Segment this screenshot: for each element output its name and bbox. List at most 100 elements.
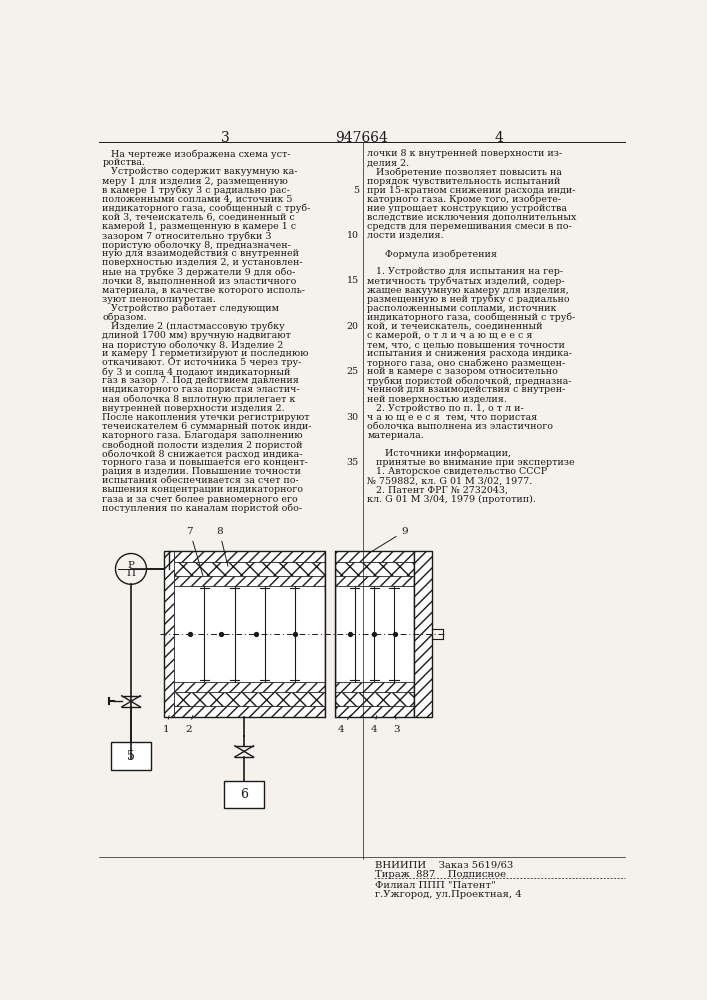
Text: меру 1 для изделия 2, размещенную: меру 1 для изделия 2, размещенную: [103, 177, 288, 186]
Text: трубки пористой оболочкой, предназна-: трубки пористой оболочкой, предназна-: [368, 376, 572, 386]
Text: бу 3 и сопла 4 подают индикаторный: бу 3 и сопла 4 подают индикаторный: [103, 367, 291, 377]
Bar: [414, 551, 432, 717]
Text: индикаторного газа, сообщенный с труб-: индикаторного газа, сообщенный с труб-: [103, 204, 310, 213]
Text: 30: 30: [346, 413, 359, 422]
Bar: [163, 706, 325, 717]
Text: кой, и течеискатель, соединенный: кой, и течеискатель, соединенный: [368, 322, 543, 331]
Bar: [335, 706, 414, 717]
Text: в камере 1 трубку 3 с радиально рас-: в камере 1 трубку 3 с радиально рас-: [103, 186, 291, 195]
Text: течеискателем 6 суммарный поток инди-: течеискателем 6 суммарный поток инди-: [103, 422, 312, 431]
Bar: [163, 551, 325, 717]
Text: ной в камере с зазором относительно: ной в камере с зазором относительно: [368, 367, 559, 376]
Bar: [224, 781, 264, 808]
Text: откачивают. От источника 5 через тру-: откачивают. От источника 5 через тру-: [103, 358, 302, 367]
Text: оболочка выполнена из эластичного: оболочка выполнена из эластичного: [368, 422, 554, 431]
Text: внутренней поверхности изделия 2.: внутренней поверхности изделия 2.: [103, 404, 285, 413]
Text: размещенную в ней трубку с радиально: размещенную в ней трубку с радиально: [368, 295, 570, 304]
Text: вышения концентрации индикаторного: вышения концентрации индикаторного: [103, 485, 303, 494]
Text: 4: 4: [370, 716, 377, 734]
Text: кл. G 01 М 3/04, 1979 (прототип).: кл. G 01 М 3/04, 1979 (прототип).: [368, 495, 536, 504]
Bar: [175, 692, 325, 706]
Text: 7: 7: [187, 527, 203, 576]
Text: принятые во внимание при экспертизе: принятые во внимание при экспертизе: [368, 458, 575, 467]
Bar: [175, 576, 325, 586]
Text: ченной для взаимодействия с внутрен-: ченной для взаимодействия с внутрен-: [368, 385, 566, 394]
Text: газа и за счет более равномерного его: газа и за счет более равномерного его: [103, 495, 298, 504]
Text: поступления по каналам пористой обо-: поступления по каналам пористой обо-: [103, 504, 303, 513]
Text: 3: 3: [394, 716, 400, 734]
Text: 20: 20: [347, 322, 359, 331]
Bar: [175, 562, 325, 576]
Text: 10: 10: [347, 231, 359, 240]
Text: метичность трубчатых изделий, содер-: метичность трубчатых изделий, содер-: [368, 276, 565, 286]
Text: Источники информации,: Источники информации,: [368, 449, 511, 458]
Text: материала, в качестве которого исполь-: материала, в качестве которого исполь-: [103, 286, 305, 295]
Text: зазором 7 относительно трубки 3: зазором 7 относительно трубки 3: [103, 231, 271, 241]
Text: Изобретение позволяет повысить на: Изобретение позволяет повысить на: [368, 167, 562, 177]
Text: 1. Устройство для испытания на гер-: 1. Устройство для испытания на гер-: [368, 267, 563, 276]
Text: положенными соплами 4, источник 5: положенными соплами 4, источник 5: [103, 195, 293, 204]
Text: пористую оболочку 8, предназначен-: пористую оболочку 8, предназначен-: [103, 240, 291, 250]
Text: 15: 15: [346, 276, 359, 285]
Text: вследствие исключения дополнительных: вследствие исключения дополнительных: [368, 213, 577, 222]
Text: рация в изделии. Повышение точности: рация в изделии. Повышение точности: [103, 467, 301, 476]
Text: 35: 35: [346, 458, 359, 467]
Text: № 759882, кл. G 01 М 3/02, 1977.: № 759882, кл. G 01 М 3/02, 1977.: [368, 476, 532, 485]
Text: 8: 8: [216, 527, 228, 566]
Text: камерой 1, размещенную в камере 1 с: камерой 1, размещенную в камере 1 с: [103, 222, 296, 231]
Text: 1. Авторское свидетельство СССР: 1. Авторское свидетельство СССР: [368, 467, 547, 476]
Text: зуют пенополиуретан.: зуют пенополиуретан.: [103, 295, 216, 304]
Text: Устройство работает следующим: Устройство работает следующим: [103, 304, 279, 313]
Text: каторного газа. Кроме того, изобрете-: каторного газа. Кроме того, изобрете-: [368, 195, 561, 204]
Bar: [163, 551, 175, 717]
Text: 2: 2: [185, 716, 193, 734]
Bar: [175, 682, 325, 692]
Text: на пористую оболочку 8. Изделие 2: на пористую оболочку 8. Изделие 2: [103, 340, 284, 350]
Text: 4: 4: [338, 715, 351, 734]
Text: ние упрощает конструкцию устройства: ние упрощает конструкцию устройства: [368, 204, 568, 213]
Text: 4: 4: [495, 131, 503, 145]
Text: материала.: материала.: [368, 431, 424, 440]
Text: ройства.: ройства.: [103, 158, 145, 167]
Text: делия 2.: делия 2.: [368, 158, 409, 167]
Text: ВНИИПИ    Заказ 5619/63: ВНИИПИ Заказ 5619/63: [375, 861, 513, 870]
Text: Формула изобретения: Формула изобретения: [368, 249, 498, 259]
Text: средств для перемешивания смеси в по-: средств для перемешивания смеси в по-: [368, 222, 572, 231]
Text: Филиал ППП "Патент": Филиал ППП "Патент": [375, 881, 496, 890]
Text: газ в зазор 7. Под действием давления: газ в зазор 7. Под действием давления: [103, 376, 299, 385]
Text: торного газа, оно снабжено размещен-: торного газа, оно снабжено размещен-: [368, 358, 566, 368]
Text: 25: 25: [346, 367, 359, 376]
Text: 2. Патент ФРГ № 2732043,: 2. Патент ФРГ № 2732043,: [368, 485, 508, 494]
Text: г.Ужгород, ул.Проектная, 4: г.Ужгород, ул.Проектная, 4: [375, 890, 522, 899]
Text: ная оболочка 8 вплотную прилегает к: ная оболочка 8 вплотную прилегает к: [103, 395, 296, 404]
Text: с камерой, о т л и ч а ю щ е е с я: с камерой, о т л и ч а ю щ е е с я: [368, 331, 533, 340]
Bar: [335, 551, 414, 562]
Text: испытания обеспечивается за счет по-: испытания обеспечивается за счет по-: [103, 476, 299, 485]
Text: испытания и снижения расхода индика-: испытания и снижения расхода индика-: [368, 349, 573, 358]
Text: торного газа и повышается его концент-: торного газа и повышается его концент-: [103, 458, 308, 467]
Text: П: П: [127, 569, 136, 578]
Text: ную для взаимодействия с внутренней: ную для взаимодействия с внутренней: [103, 249, 299, 258]
Bar: [175, 586, 325, 682]
Text: оболочкой 8 снижается расход индика-: оболочкой 8 снижается расход индика-: [103, 449, 303, 459]
Text: длиной 1700 мм) вручную надвигают: длиной 1700 мм) вручную надвигают: [103, 331, 291, 340]
Text: 9: 9: [368, 527, 408, 554]
Text: поверхностью изделия 2, и установлен-: поверхностью изделия 2, и установлен-: [103, 258, 303, 267]
Text: образом.: образом.: [103, 313, 147, 322]
Bar: [335, 576, 414, 586]
Bar: [414, 551, 432, 717]
Text: индикаторного газа пористая эластич-: индикаторного газа пористая эластич-: [103, 385, 300, 394]
Text: индикаторного газа, сообщенный с труб-: индикаторного газа, сообщенный с труб-: [368, 313, 575, 322]
Text: Тираж  887    Подписное: Тираж 887 Подписное: [375, 870, 506, 879]
Text: тем, что, с целью повышения точности: тем, что, с целью повышения точности: [368, 340, 566, 349]
Bar: [335, 692, 414, 706]
Text: Устройство содержит вакуумную ка-: Устройство содержит вакуумную ка-: [103, 167, 298, 176]
Text: 3: 3: [221, 131, 230, 145]
Bar: [335, 551, 414, 717]
Text: Изделие 2 (пластмассовую трубку: Изделие 2 (пластмассовую трубку: [103, 322, 285, 331]
Text: ч а ю щ е е с я  тем, что пористая: ч а ю щ е е с я тем, что пористая: [368, 413, 537, 422]
Text: После накопления утечки регистрируют: После накопления утечки регистрируют: [103, 413, 310, 422]
Text: 6: 6: [240, 788, 248, 801]
Text: 5: 5: [127, 750, 135, 763]
Bar: [335, 562, 414, 576]
